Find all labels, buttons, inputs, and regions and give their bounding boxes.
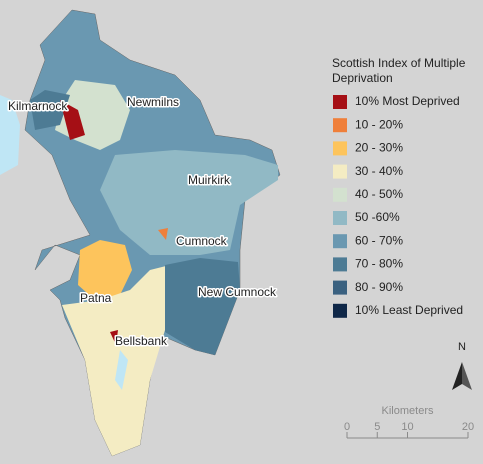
legend-label: 10% Most Deprived [355,94,460,108]
scale-tick-label: 0 [344,421,350,433]
legend-swatch [333,187,347,202]
arrow [462,362,472,390]
north-arrow: N [452,341,472,390]
legend-label: 40 - 50% [355,187,403,201]
land [0,300,50,410]
legend-label: 20 - 30% [355,141,403,155]
place-label: Newmilns [127,95,179,109]
area [165,258,240,355]
legend-label: 30 - 40% [355,164,403,178]
place-label: Kilmarnock [8,99,68,113]
legend-swatch [333,303,347,318]
place-label: Bellsbank [115,334,168,348]
legend-swatch [333,95,347,109]
legend-swatch [333,234,347,249]
place-label: Patna [80,291,112,305]
legend-swatch [333,257,347,272]
scale-tick-label: 5 [374,421,380,433]
area [158,228,168,240]
area [60,100,85,140]
legend-swatch [333,280,347,295]
legend-swatch [333,118,347,133]
legend-label: 10 - 20% [355,117,403,131]
area [100,150,278,255]
place-label: New Cumnock [198,285,277,299]
scale-tick-label: 10 [401,421,413,433]
scale-tick-label: 20 [462,421,474,433]
legend-label: 10% Least Deprived [355,303,463,317]
place-label: Cumnock [176,234,228,248]
legend-swatch [333,141,347,156]
legend-title: Scottish Index of Multiple Deprivation [332,56,466,85]
legend-label: 70 - 80% [355,257,403,271]
scale-title: Kilometers [382,405,434,417]
place-label: Muirkirk [188,173,231,187]
area [110,330,118,345]
water [0,95,20,175]
legend-swatch [333,164,347,179]
north-label: N [458,341,466,353]
legend-label: 50 -60% [355,210,400,224]
area [62,265,170,456]
arrow [452,362,462,390]
legend-swatch [333,211,347,225]
legend-label: 80 - 90% [355,280,403,294]
water [115,350,128,390]
area [78,240,132,300]
legend-label: 60 - 70% [355,233,403,247]
